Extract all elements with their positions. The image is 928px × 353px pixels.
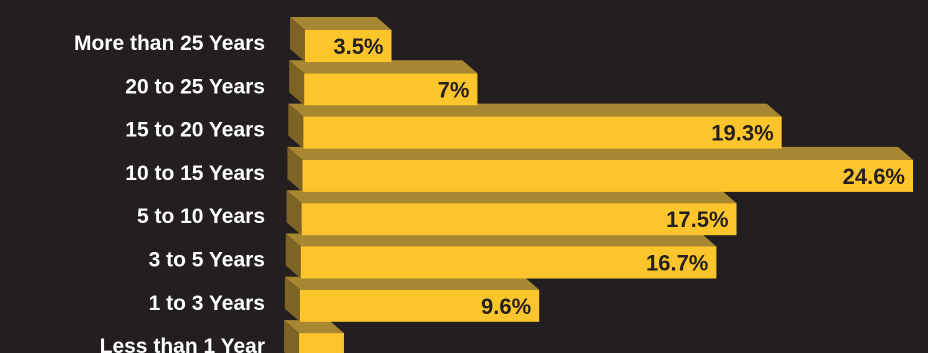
bar-side-face xyxy=(287,146,303,192)
bar-top-face xyxy=(288,103,782,117)
bar-front-face xyxy=(299,289,540,322)
category-label: 10 to 15 Years xyxy=(125,162,265,185)
bar-top-face xyxy=(290,17,392,30)
category-label: 15 to 20 Years xyxy=(125,119,265,142)
bar-3-to-5-years: 16.7% xyxy=(285,233,717,279)
value-label: 19.3% xyxy=(711,121,773,146)
category-label: More than 25 Years xyxy=(74,32,265,55)
bar-side-face xyxy=(286,190,302,236)
bar-side-face xyxy=(284,320,300,353)
category-label: 1 to 3 Years xyxy=(149,292,265,315)
bar-top-face xyxy=(284,320,344,334)
value-label: 7% xyxy=(438,77,470,102)
bars-group: 1.8% 9.6% 16.7% 17.5% 24.6% 19.3% 7% 3.5% xyxy=(284,17,913,353)
bar-top-face xyxy=(284,276,540,290)
bar-side-face xyxy=(285,233,301,279)
bar-front-face xyxy=(304,73,478,106)
bar-side-face xyxy=(290,17,305,62)
category-labels-group: More than 25 Years 20 to 25 Years 15 to 20… xyxy=(74,32,265,353)
bar-10-to-15-years: 24.6% xyxy=(287,146,913,192)
bar-less-than-1-year: 1.8% xyxy=(284,320,408,353)
bar-top-face xyxy=(289,60,478,74)
bar-20-to-25-years: 7% xyxy=(289,60,478,106)
value-label: 3.5% xyxy=(333,34,383,59)
bar-front-face xyxy=(301,203,737,236)
bar-more-than-25-years: 3.5% xyxy=(290,17,392,62)
category-label: 3 to 5 Years xyxy=(149,249,265,272)
bar-front-face xyxy=(302,159,913,192)
value-label: 1.8% xyxy=(358,337,408,353)
bar-side-face xyxy=(288,103,304,149)
bar-side-face xyxy=(289,60,305,106)
bar-top-face xyxy=(285,233,717,247)
bar-side-face xyxy=(284,276,300,322)
value-label: 9.6% xyxy=(481,294,531,319)
value-label: 24.6% xyxy=(843,164,905,189)
bar-front-face xyxy=(303,116,782,149)
bar-top-face xyxy=(287,146,913,160)
category-label: 20 to 25 Years xyxy=(125,75,265,98)
category-label: 5 to 10 Years xyxy=(137,205,265,228)
bar-5-to-10-years: 17.5% xyxy=(286,190,737,236)
bar-front-face xyxy=(299,333,344,353)
bar-1-to-3-years: 9.6% xyxy=(284,276,540,322)
value-label: 17.5% xyxy=(666,207,728,232)
value-label: 16.7% xyxy=(646,251,708,276)
bar-15-to-20-years: 19.3% xyxy=(288,103,782,149)
bar-top-face xyxy=(286,190,737,204)
category-label: Less than 1 Year xyxy=(100,335,265,353)
bar-front-face xyxy=(305,30,392,62)
bar-front-face xyxy=(300,246,717,279)
